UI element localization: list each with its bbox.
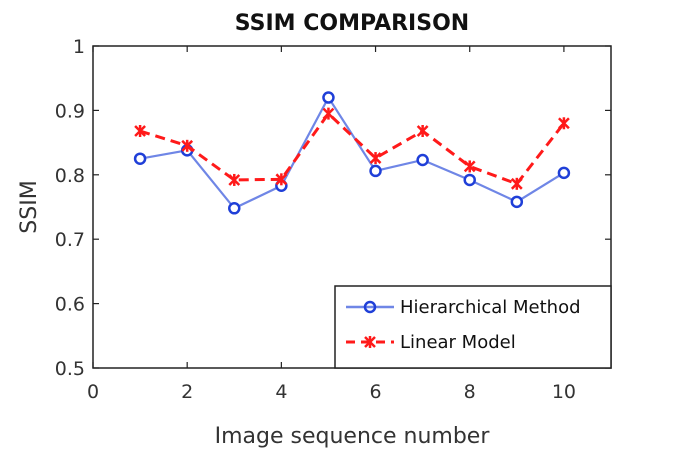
y-tick-label: 0.5 xyxy=(55,358,85,380)
series-layer xyxy=(133,91,571,215)
data-point xyxy=(463,173,476,187)
data-point xyxy=(228,173,241,186)
data-point xyxy=(463,160,476,173)
data-point xyxy=(228,202,241,215)
x-tick-label: 0 xyxy=(87,381,99,403)
series-linear-model xyxy=(134,107,570,190)
data-point xyxy=(134,125,146,138)
data-point xyxy=(510,195,524,209)
data-point xyxy=(133,152,147,165)
data-point xyxy=(369,152,382,165)
x-tick-label: 6 xyxy=(369,381,381,403)
data-point xyxy=(557,166,571,180)
data-point xyxy=(369,164,382,178)
data-point xyxy=(322,91,335,104)
data-point xyxy=(416,125,429,138)
y-tick-label: 0.6 xyxy=(55,294,85,316)
legend: Hierarchical Method Linear Model xyxy=(334,285,612,369)
y-axis-label: SSIM xyxy=(17,180,42,233)
legend-marker-linear xyxy=(364,336,376,348)
data-point xyxy=(416,153,429,167)
series-line xyxy=(139,95,565,210)
series-hierarchical-method xyxy=(133,91,571,215)
chart-title: SSIM COMPARISON xyxy=(235,11,469,36)
series-line xyxy=(139,111,566,186)
x-tick-label: 10 xyxy=(552,381,576,403)
data-point xyxy=(181,139,194,152)
data-point xyxy=(322,107,335,120)
data-point xyxy=(275,173,288,186)
x-axis-label: Image sequence number xyxy=(215,424,491,449)
y-tick-label: 1 xyxy=(73,36,85,58)
x-tick-label: 8 xyxy=(464,381,476,403)
x-tick-label: 4 xyxy=(275,381,287,403)
y-tick-label: 0.7 xyxy=(55,229,85,251)
legend-marker-hierarchical xyxy=(363,300,377,314)
legend-label-hierarchical: Hierarchical Method xyxy=(400,297,581,318)
legend-label-linear: Linear Model xyxy=(400,332,516,353)
legend-box xyxy=(334,285,612,369)
x-tick-label: 2 xyxy=(181,381,193,403)
x-axis: 0 2 4 6 8 10 xyxy=(87,46,576,403)
y-tick-label: 0.8 xyxy=(55,165,85,187)
data-point xyxy=(510,177,523,190)
y-tick-label: 0.9 xyxy=(55,100,85,122)
y-axis: 0.5 0.6 0.7 0.8 0.9 1 xyxy=(55,36,611,380)
data-point xyxy=(558,117,570,130)
